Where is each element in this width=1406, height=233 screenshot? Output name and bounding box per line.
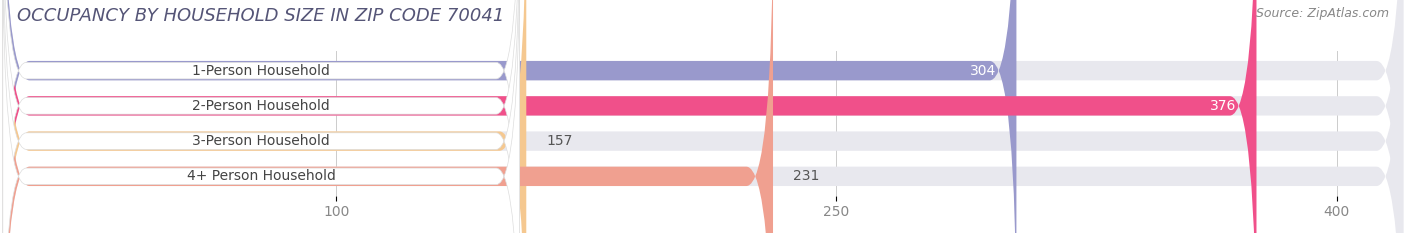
FancyBboxPatch shape (3, 0, 520, 233)
FancyBboxPatch shape (3, 0, 520, 233)
FancyBboxPatch shape (3, 0, 520, 233)
Text: 2-Person Household: 2-Person Household (193, 99, 330, 113)
Text: OCCUPANCY BY HOUSEHOLD SIZE IN ZIP CODE 70041: OCCUPANCY BY HOUSEHOLD SIZE IN ZIP CODE … (17, 7, 505, 25)
FancyBboxPatch shape (3, 0, 1403, 233)
FancyBboxPatch shape (3, 0, 526, 233)
FancyBboxPatch shape (3, 0, 1403, 233)
FancyBboxPatch shape (3, 0, 1403, 233)
Text: 157: 157 (547, 134, 572, 148)
Text: 1-Person Household: 1-Person Household (193, 64, 330, 78)
Text: 231: 231 (793, 169, 820, 183)
Text: 376: 376 (1211, 99, 1236, 113)
FancyBboxPatch shape (3, 0, 520, 233)
Text: 4+ Person Household: 4+ Person Household (187, 169, 336, 183)
FancyBboxPatch shape (3, 0, 1403, 233)
FancyBboxPatch shape (3, 0, 773, 233)
Text: 3-Person Household: 3-Person Household (193, 134, 330, 148)
Text: 304: 304 (970, 64, 997, 78)
Text: Source: ZipAtlas.com: Source: ZipAtlas.com (1256, 7, 1389, 20)
FancyBboxPatch shape (3, 0, 1017, 233)
FancyBboxPatch shape (3, 0, 1257, 233)
